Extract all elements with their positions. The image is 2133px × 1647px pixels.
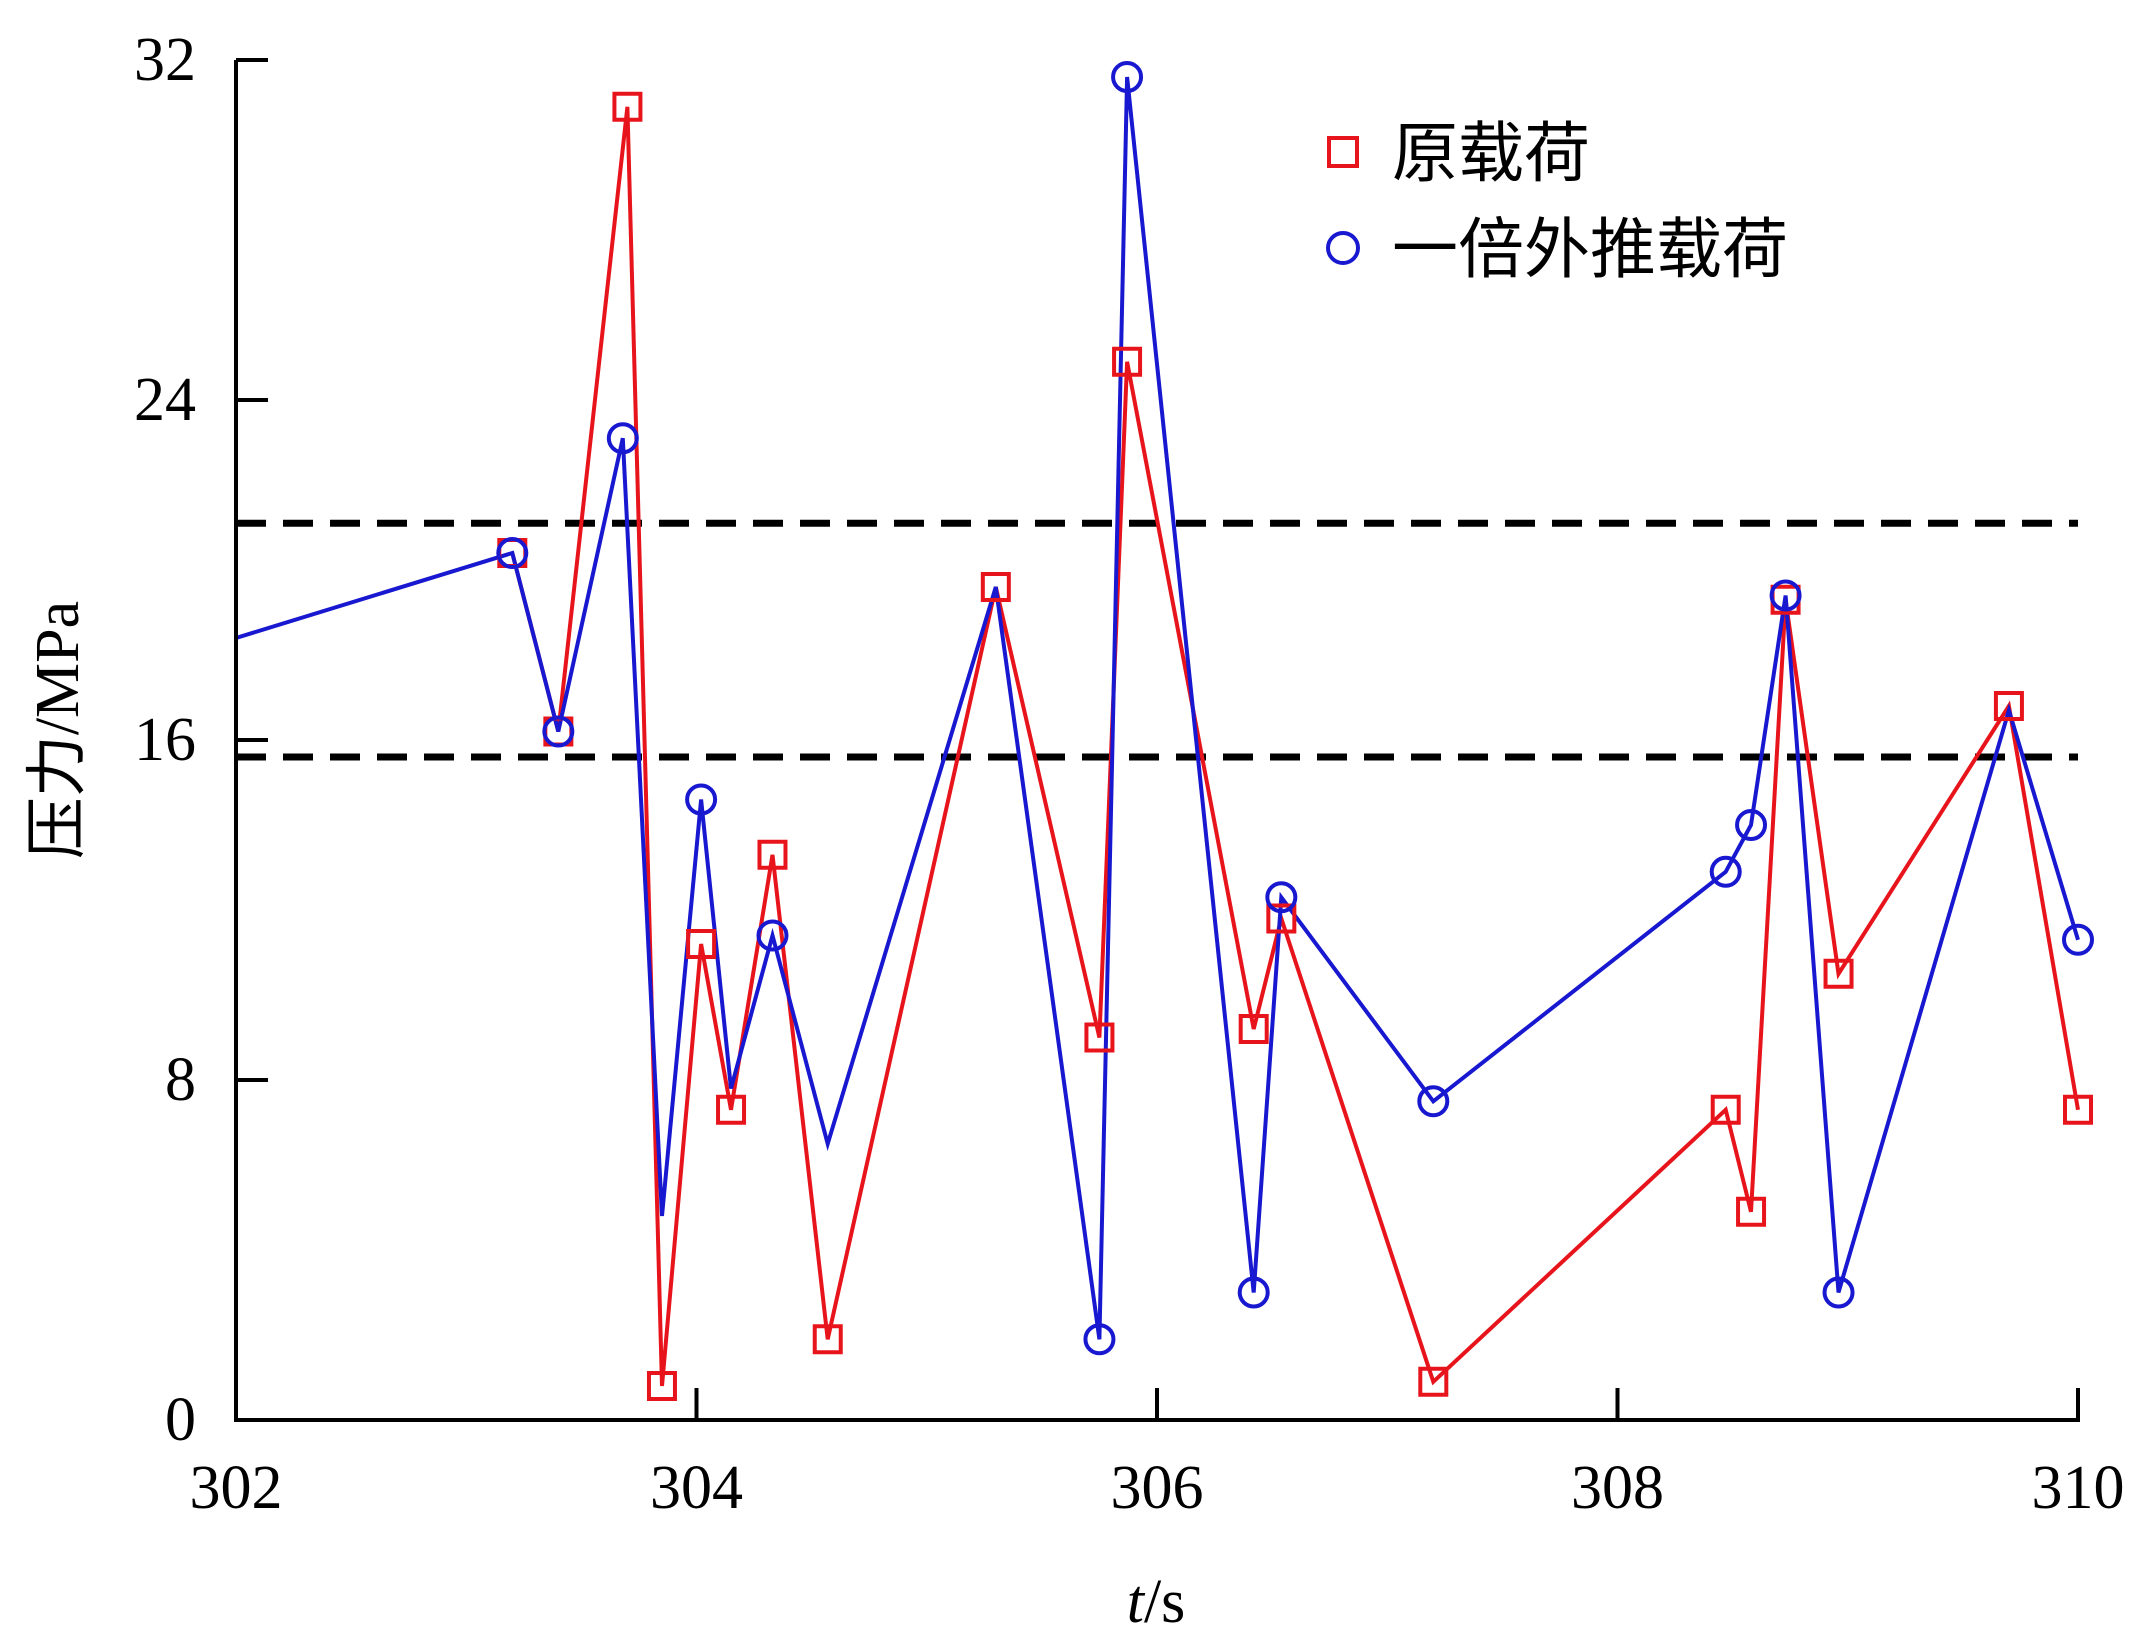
data-point-circle xyxy=(685,783,718,816)
data-point-square xyxy=(686,929,717,959)
data-point-square xyxy=(1112,346,1143,377)
data-point-square xyxy=(646,1371,677,1401)
ticks: 302 304 306 308 310 0 8 16 24 32 xyxy=(134,26,2125,1522)
y-tick-label: 32 xyxy=(134,26,196,94)
legend-label: 原载荷 xyxy=(1392,115,1590,192)
data-point-circle xyxy=(1822,1276,1855,1309)
data-point-square xyxy=(980,572,1011,602)
data-point-square xyxy=(1266,903,1297,934)
x-tick-label: 310 xyxy=(2032,1454,2125,1522)
x-axis-title-unit: /s xyxy=(1144,1568,1185,1636)
series-line-0 xyxy=(510,106,2080,1387)
data-point-circle xyxy=(1083,1323,1116,1356)
data-point-circle xyxy=(1709,855,1742,888)
data-point-square xyxy=(1736,1196,1767,1227)
data-point-circle xyxy=(1265,881,1298,914)
data-point-circle xyxy=(1735,809,1768,841)
data-point-square xyxy=(1823,958,1854,989)
x-tick-label: 302 xyxy=(190,1454,283,1522)
data-point-circle xyxy=(1111,61,1144,93)
data-point-circle xyxy=(756,919,789,952)
data-point-circle xyxy=(1417,1085,1450,1118)
series-lines xyxy=(235,76,2080,1387)
series-line-1 xyxy=(235,76,2080,1340)
data-point-circle xyxy=(2062,923,2094,956)
data-point-square xyxy=(1710,1094,1741,1125)
legend-label: 一倍外推载荷 xyxy=(1392,211,1788,288)
legend-marker-square xyxy=(1327,136,1359,168)
data-point-square xyxy=(757,839,788,870)
data-point-circle xyxy=(542,715,575,748)
x-tick-label: 306 xyxy=(1111,1454,1204,1522)
x-tick-label: 308 xyxy=(1571,1454,1664,1522)
y-tick-label: 0 xyxy=(165,1386,196,1454)
x-axis-title-variable: t xyxy=(1127,1568,1146,1636)
data-point-circle xyxy=(606,422,639,455)
axes xyxy=(234,60,2080,1422)
data-point-square xyxy=(1238,1014,1269,1044)
series-markers xyxy=(496,61,2094,1401)
data-point-square xyxy=(1993,691,2024,721)
data-point-square xyxy=(1418,1366,1449,1397)
y-axis-title: 压力/MPa xyxy=(24,601,92,859)
data-point-square xyxy=(716,1094,747,1125)
data-point-circle xyxy=(1237,1276,1270,1309)
data-point-circle xyxy=(1769,579,1802,612)
data-point-square xyxy=(612,91,643,122)
y-tick-label: 24 xyxy=(134,366,196,434)
data-point-circle xyxy=(496,537,529,569)
data-point-square xyxy=(2063,1094,2093,1125)
y-tick-label: 8 xyxy=(165,1046,196,1114)
x-axis-title: t/s xyxy=(1127,1568,1186,1636)
data-point-square xyxy=(1084,1022,1115,1053)
x-tick-label: 304 xyxy=(650,1454,743,1522)
legend-marker-circle xyxy=(1326,231,1360,265)
data-point-square xyxy=(812,1324,843,1355)
y-tick-label: 16 xyxy=(134,706,196,774)
